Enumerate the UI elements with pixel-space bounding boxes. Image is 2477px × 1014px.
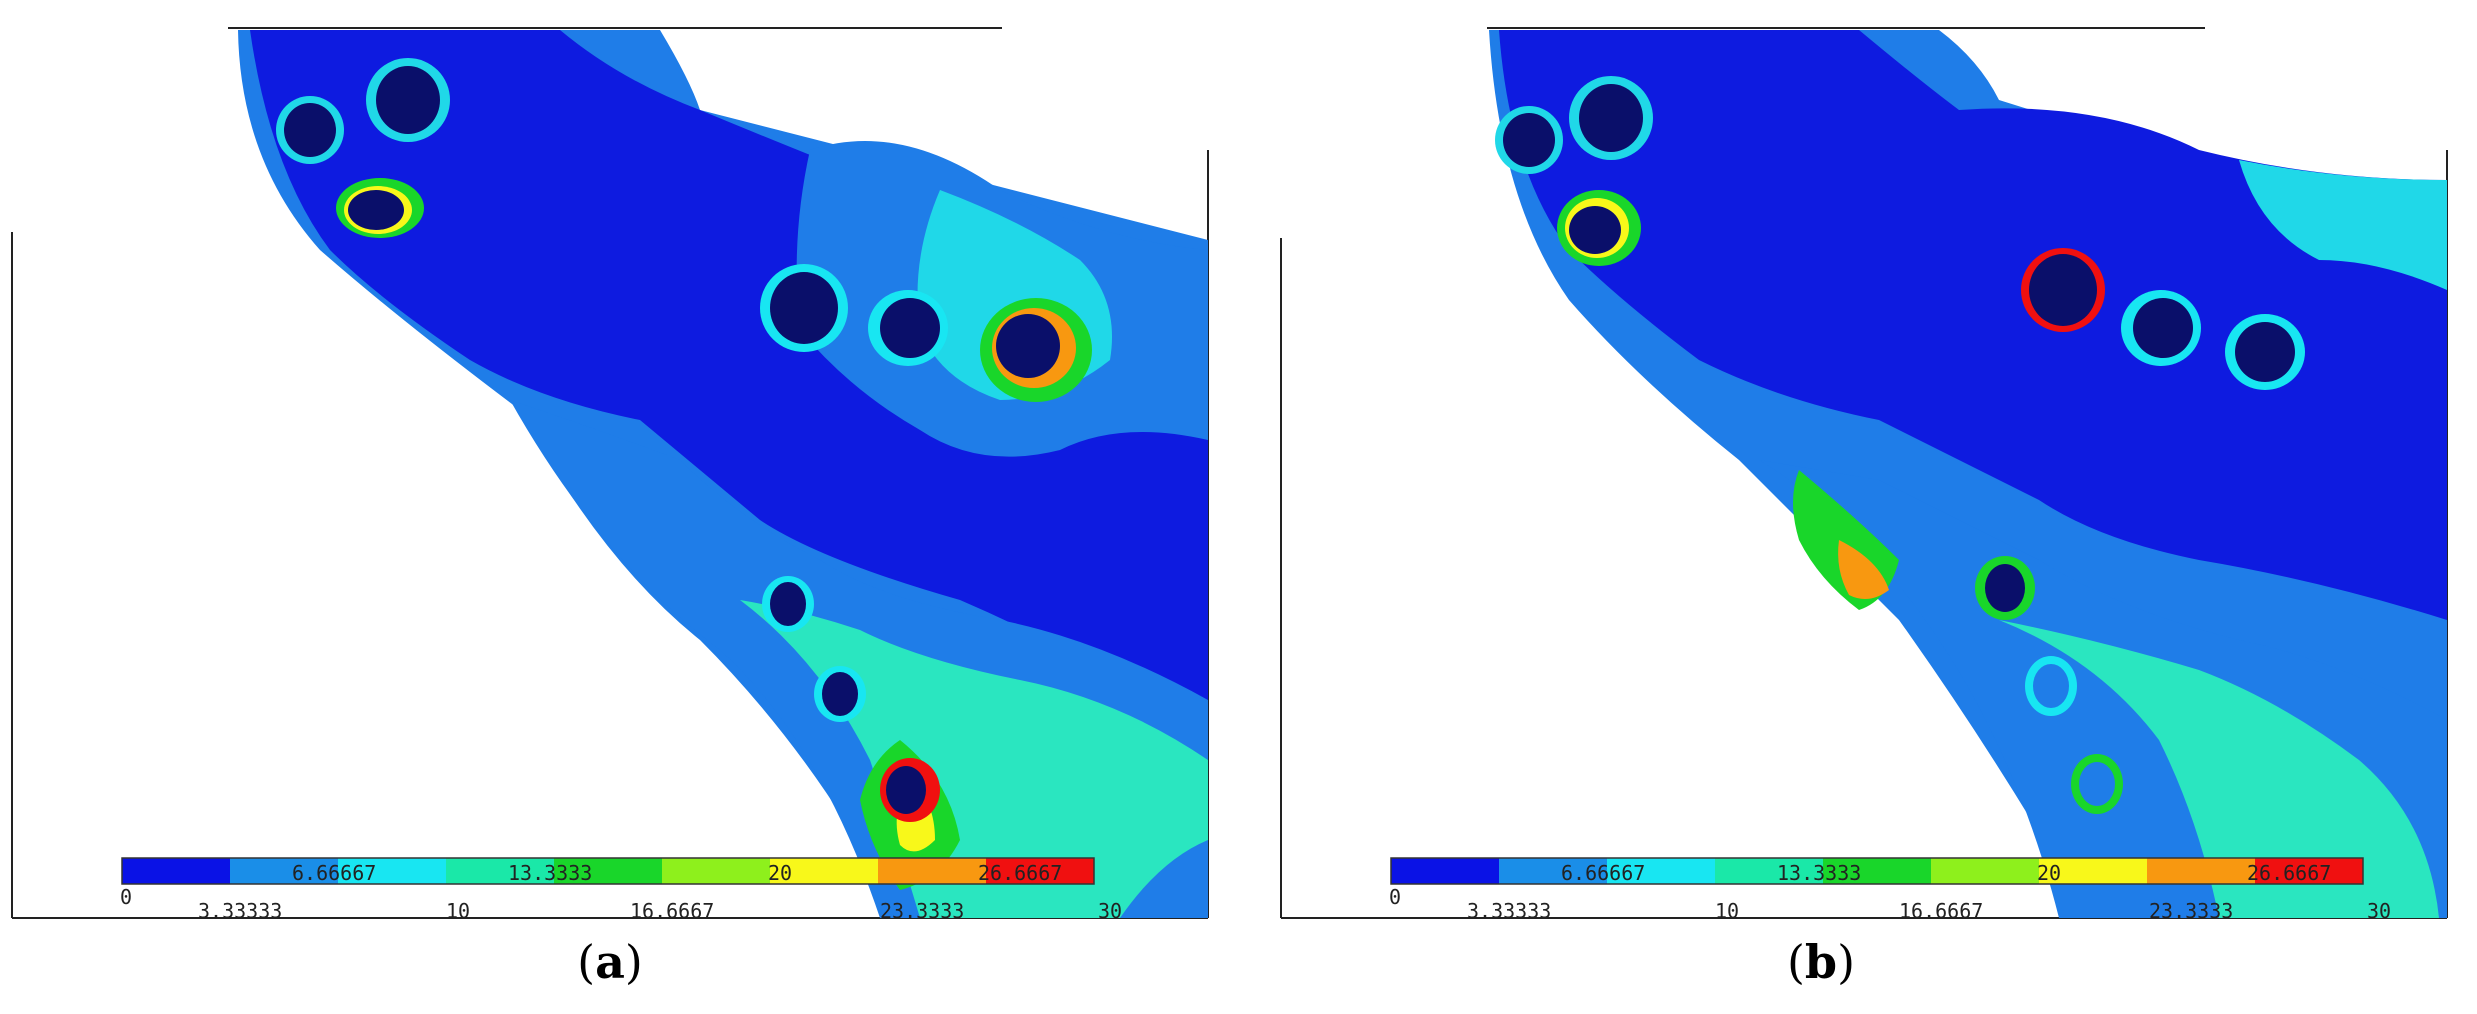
hole (2235, 322, 2295, 382)
tick-label: 26.6667 (2247, 861, 2331, 885)
legend-segment (1931, 858, 2039, 884)
hole (2133, 298, 2193, 358)
legend-segment (1715, 858, 1823, 884)
legend-border (121, 857, 1095, 885)
right-lobe-cyan (2239, 160, 2447, 290)
tick-label: 23.3333 (2149, 899, 2233, 923)
stress-plot-b: 0 6.66667 13.3333 20 26.6667 3.33333 10 … (1280, 27, 2448, 923)
hole (2033, 664, 2069, 708)
tick-label: 13.3333 (508, 861, 592, 885)
panel-caption: (a) (577, 935, 643, 989)
hole (376, 66, 440, 134)
hole (2029, 254, 2097, 326)
tick-label: 0 (120, 885, 132, 909)
legend-segment (2039, 858, 2147, 884)
legend-segment (1391, 858, 1499, 884)
tick-label: 30 (1098, 899, 1122, 923)
tick-label: 20 (768, 861, 792, 885)
tick-label: 6.66667 (292, 861, 376, 885)
legend-segment (770, 858, 878, 884)
tick-label: 10 (1715, 899, 1739, 923)
hotspot-orange (1838, 540, 1889, 599)
legend-segment (1607, 858, 1715, 884)
tick-label: 26.6667 (978, 861, 1062, 885)
legend-segment (554, 858, 662, 884)
legend-bar (121, 857, 1095, 885)
hole (2079, 762, 2115, 806)
hole (284, 103, 336, 157)
hole (1985, 564, 2025, 612)
legend-segment (338, 858, 446, 884)
tick-label: 23.3333 (880, 899, 964, 923)
hole (886, 766, 926, 814)
tick-label: 13.3333 (1777, 861, 1861, 885)
legend-segment (122, 858, 230, 884)
hole (1503, 113, 1555, 167)
legend-ticks: 0 6.66667 13.3333 20 26.6667 3.33333 10 … (1389, 861, 2391, 923)
legend-bar (1390, 857, 2364, 885)
hole (770, 582, 806, 626)
legend-ticks: 0 6.66667 13.3333 20 26.6667 3.33333 10 … (120, 861, 1122, 923)
legend-segment (446, 858, 554, 884)
tick-label: 3.33333 (198, 899, 282, 923)
tick-label: 0 (1389, 885, 1401, 909)
legend-segment (662, 858, 770, 884)
tick-label: 10 (446, 899, 470, 923)
hole (880, 298, 940, 358)
hole (348, 190, 404, 230)
bracket-core (250, 30, 1208, 740)
hole (996, 314, 1060, 378)
tick-label: 6.66667 (1561, 861, 1645, 885)
legend-segment (2147, 858, 2255, 884)
panel-caption: (b) (1786, 935, 1856, 989)
legend-segment (878, 858, 986, 884)
panel-a: 0 6.66667 13.3333 20 26.6667 3.33333 10 … (0, 0, 1238, 1014)
hole (770, 272, 838, 344)
legend-border (1390, 857, 2364, 885)
panel-b: 0 6.66667 13.3333 20 26.6667 3.33333 10 … (1239, 0, 2477, 1014)
lower-arm-teal (1999, 620, 2439, 918)
legend-segment (1823, 858, 1931, 884)
hole (822, 672, 858, 716)
stress-plot-a: 0 6.66667 13.3333 20 26.6667 3.33333 10 … (11, 27, 1209, 923)
legend-segment (1499, 858, 1607, 884)
tick-label: 30 (2367, 899, 2391, 923)
tick-label: 3.33333 (1467, 899, 1551, 923)
legend-segment (2255, 858, 2363, 884)
hole (1579, 84, 1643, 152)
bracket-core (1499, 30, 2447, 620)
legend-segment (230, 858, 338, 884)
legend-segment (986, 858, 1094, 884)
tick-label: 16.6667 (1899, 899, 1983, 923)
tick-label: 20 (2037, 861, 2061, 885)
tick-label: 16.6667 (630, 899, 714, 923)
hole (1569, 206, 1621, 254)
